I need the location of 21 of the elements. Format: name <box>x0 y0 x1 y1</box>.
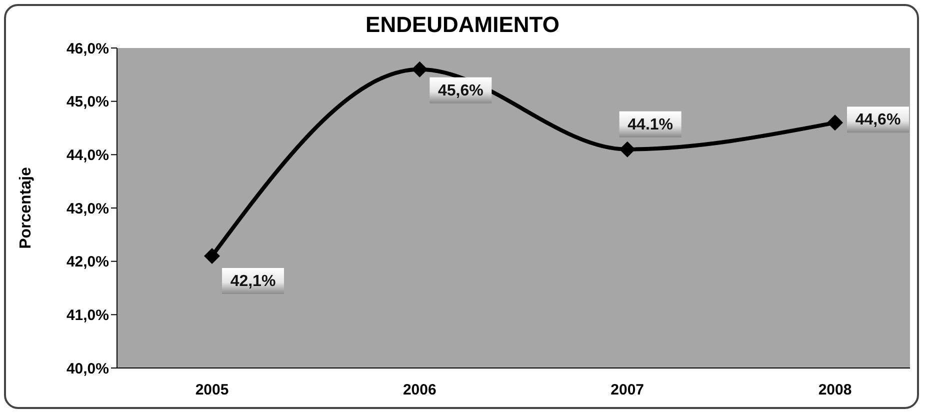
y-tick-label: 45,0% <box>66 94 109 111</box>
data-label: 45,6% <box>438 82 484 100</box>
y-tick-label: 44,0% <box>66 146 109 164</box>
y-axis-title: Porcentaje <box>18 166 35 249</box>
x-tick-label: 2007 <box>610 382 644 399</box>
data-label: 42,1% <box>230 273 276 290</box>
data-label: 44.1% <box>628 116 674 134</box>
point <box>204 248 220 264</box>
x-tick-label: 2008 <box>818 382 852 399</box>
x-tick-label: 2006 <box>402 382 436 399</box>
y-tick-label: 41,0% <box>66 306 109 324</box>
x-tick-label: 2005 <box>195 382 229 399</box>
chart-title: ENDEUDAMIENTO <box>364 12 560 38</box>
y-tick-label: 42,0% <box>66 254 109 271</box>
data-label: 44,6% <box>855 112 901 129</box>
point <box>619 141 636 158</box>
y-tick-label: 40,0% <box>66 360 109 378</box>
y-tick-label: 46,0% <box>66 40 109 58</box>
point <box>827 114 843 131</box>
y-tick-label: 43,0% <box>66 200 109 218</box>
point <box>412 61 428 78</box>
